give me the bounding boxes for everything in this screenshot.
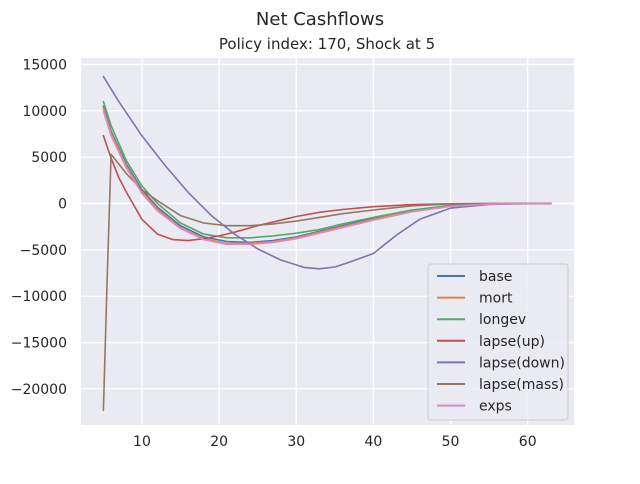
y-tick-label: 10000 bbox=[22, 104, 67, 120]
series-line-4 bbox=[102, 75, 552, 270]
y-tick-labels: 15000 10000 5000 0 −5000 −10000 −15000 −20000 bbox=[11, 57, 67, 397]
chart-title: Policy index: 170, Shock at 5 bbox=[219, 35, 435, 53]
y-tick-label: −10000 bbox=[11, 289, 67, 305]
series-line-5 bbox=[102, 153, 552, 412]
series-line-2 bbox=[102, 100, 552, 239]
y-tick-label: −15000 bbox=[11, 336, 67, 352]
legend-label: mort bbox=[479, 291, 513, 307]
x-tick-label: 60 bbox=[519, 434, 537, 450]
legend-box bbox=[427, 263, 569, 421]
series-line-6 bbox=[102, 110, 552, 246]
y-tick-label: −20000 bbox=[11, 382, 67, 398]
legend-label: lapse(up) bbox=[479, 334, 545, 350]
x-tick-label: 20 bbox=[210, 434, 228, 450]
figure-title: Net Cashflows bbox=[256, 9, 384, 30]
legend-label: lapse(down) bbox=[479, 355, 565, 371]
y-tick-label: −5000 bbox=[20, 243, 67, 259]
series-lines bbox=[102, 75, 552, 412]
x-tick-label: 30 bbox=[287, 434, 305, 450]
legend-label: lapse(mass) bbox=[479, 377, 564, 393]
x-tick-label: 40 bbox=[364, 434, 382, 450]
y-tick-label: 0 bbox=[58, 197, 67, 213]
x-tick-labels: 10 20 30 40 50 60 bbox=[133, 434, 537, 450]
x-tick-label: 10 bbox=[133, 434, 151, 450]
legend-label: longev bbox=[479, 312, 526, 328]
x-tick-label: 50 bbox=[442, 434, 460, 450]
legend-label: exps bbox=[479, 399, 512, 415]
legend-label: base bbox=[479, 269, 512, 285]
y-tick-label: 15000 bbox=[22, 57, 67, 73]
y-tick-label: 5000 bbox=[31, 150, 67, 166]
legend: base mort longev lapse(up) lapse(down) lapse(… bbox=[427, 263, 569, 421]
